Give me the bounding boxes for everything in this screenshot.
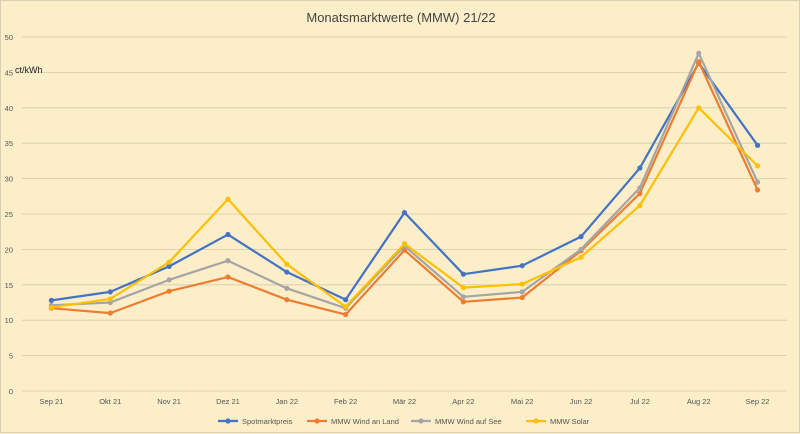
y-tick-label: 0 xyxy=(9,387,13,396)
data-point xyxy=(166,277,172,283)
data-point xyxy=(754,179,761,185)
legend-label: MMW Wind an Land xyxy=(331,417,399,426)
legend-item: MMW Solar xyxy=(526,417,590,426)
y-tick-label: 5 xyxy=(9,352,13,361)
data-point xyxy=(460,294,466,300)
y-tick-label: 40 xyxy=(5,104,13,113)
data-point xyxy=(460,271,466,277)
legend-label: Spotmarktpreis xyxy=(242,417,293,426)
data-point xyxy=(696,59,702,65)
x-tick-label: Sep 21 xyxy=(40,397,64,406)
data-point xyxy=(637,190,643,197)
data-point xyxy=(754,187,761,193)
data-point xyxy=(578,234,584,240)
data-point xyxy=(519,281,525,287)
data-point xyxy=(284,285,290,291)
data-point xyxy=(343,297,349,303)
y-tick-label: 30 xyxy=(5,175,13,184)
data-point xyxy=(401,241,408,247)
data-point xyxy=(107,289,113,295)
x-tick-label: Jun 22 xyxy=(570,397,593,406)
series-mmw-wind-an-land xyxy=(48,59,761,318)
data-point xyxy=(166,263,172,269)
y-tick-label: 50 xyxy=(5,33,13,42)
data-point xyxy=(48,297,55,303)
data-point xyxy=(637,202,643,209)
y-axis-unit-label: ct/kWh xyxy=(15,65,43,75)
y-tick-label: 10 xyxy=(5,316,13,325)
data-point xyxy=(225,196,231,202)
data-point xyxy=(225,274,231,280)
y-axis-ticks: 0 5 10 15 20 25 30 35 40 45 50 xyxy=(5,33,13,396)
data-point xyxy=(460,285,466,291)
x-tick-label: Jul 22 xyxy=(630,397,650,406)
data-point xyxy=(637,185,643,191)
data-point xyxy=(754,142,761,148)
data-point xyxy=(460,299,466,305)
x-tick-label: Okt 21 xyxy=(99,397,121,406)
data-point xyxy=(401,209,408,216)
x-tick-label: Mär 22 xyxy=(393,397,416,406)
legend-label: MMW Solar xyxy=(550,417,590,426)
chart-title: Monatsmarktwerte (MMW) 21/22 xyxy=(306,10,495,25)
data-point xyxy=(696,105,702,111)
data-point xyxy=(225,258,231,264)
y-tick-label: 45 xyxy=(5,68,13,77)
legend-label: MMW Wind auf See xyxy=(435,417,502,426)
legend-item: MMW Wind an Land xyxy=(307,417,399,426)
legend-item: MMW Wind auf See xyxy=(411,417,502,426)
data-point xyxy=(696,50,702,56)
series-line xyxy=(51,62,759,302)
data-point xyxy=(637,165,643,171)
data-point xyxy=(107,310,113,316)
data-point xyxy=(754,163,761,169)
series-line xyxy=(51,60,759,316)
data-point xyxy=(48,304,55,311)
x-tick-label: Sep 22 xyxy=(746,397,770,406)
y-tick-label: 35 xyxy=(5,139,13,148)
series-mmw-solar xyxy=(48,105,761,311)
data-point xyxy=(107,296,113,302)
data-point xyxy=(343,311,349,318)
data-point xyxy=(343,304,349,310)
data-point xyxy=(284,269,290,275)
x-tick-label: Feb 22 xyxy=(334,397,357,406)
legend-marker xyxy=(225,418,231,424)
series-line xyxy=(51,106,759,309)
legend-item: Spotmarktpreis xyxy=(218,417,293,426)
data-point xyxy=(284,261,290,267)
series-spotmarktpreis xyxy=(48,60,761,303)
data-point xyxy=(519,289,525,295)
data-point xyxy=(578,246,584,252)
x-tick-label: Apr 22 xyxy=(452,397,474,406)
y-tick-label: 25 xyxy=(5,210,13,219)
data-point xyxy=(166,288,172,294)
x-tick-label: Aug 22 xyxy=(687,397,711,406)
x-tick-label: Mai 22 xyxy=(511,397,534,406)
legend: Spotmarktpreis MMW Wind an Land MMW Wind a… xyxy=(218,417,590,426)
data-point xyxy=(284,297,290,303)
legend-marker xyxy=(314,418,320,424)
x-tick-label: Jan 22 xyxy=(276,397,299,406)
x-axis-ticks: Sep 21 Okt 21 Nov 21 Dez 21 Jan 22 Feb 22 Mär … xyxy=(40,397,770,406)
legend-marker xyxy=(418,418,424,424)
data-point xyxy=(519,294,525,301)
data-point xyxy=(225,231,231,238)
data-point xyxy=(519,263,525,269)
data-point xyxy=(578,254,584,260)
x-tick-label: Nov 21 xyxy=(157,397,181,406)
legend-marker xyxy=(533,418,539,424)
x-tick-label: Dez 21 xyxy=(216,397,240,406)
y-tick-label: 15 xyxy=(5,281,13,290)
data-point xyxy=(166,259,172,265)
series-layer xyxy=(48,50,761,318)
y-tick-label: 20 xyxy=(5,245,13,254)
